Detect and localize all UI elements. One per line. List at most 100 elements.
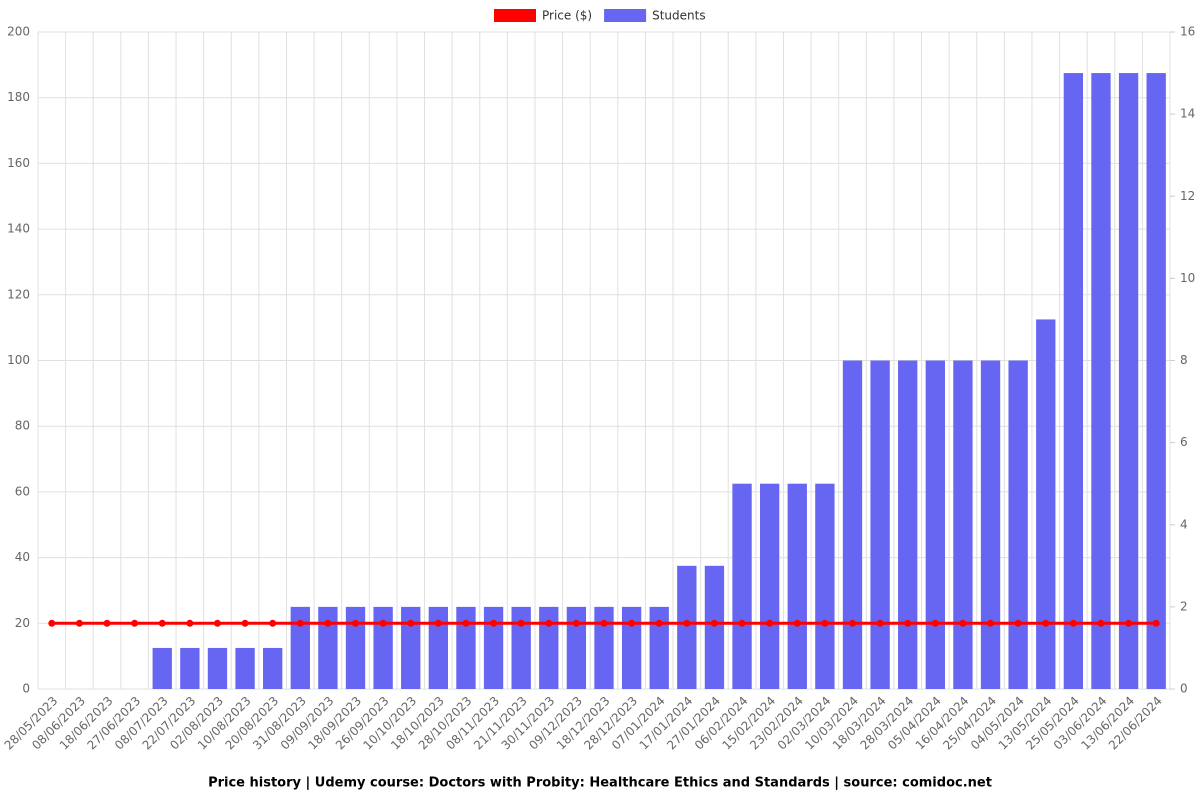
legend-swatch: [604, 9, 647, 22]
bar: [1063, 73, 1084, 689]
y-tick-label: 40: [15, 550, 30, 564]
y-tick-label: 160: [7, 156, 30, 170]
price-point: [821, 619, 829, 627]
price-point: [324, 619, 332, 627]
bar: [870, 360, 890, 689]
bar: [207, 647, 228, 689]
bar: [759, 483, 780, 689]
y2-tick-label: 4: [1180, 517, 1188, 531]
bar: [539, 606, 559, 689]
bar: [345, 606, 366, 689]
bar: [483, 606, 504, 689]
bar: [263, 647, 283, 689]
legend-label: Students: [652, 9, 706, 23]
price-point: [48, 619, 56, 627]
price-point: [131, 619, 139, 627]
bar: [815, 483, 835, 689]
price-point: [793, 619, 801, 627]
price-point: [1042, 619, 1050, 627]
bar: [152, 647, 172, 689]
bar: [1118, 73, 1139, 689]
price-point: [462, 619, 470, 627]
y-tick-label: 120: [7, 287, 30, 301]
price-point: [213, 619, 221, 627]
price-point: [352, 619, 360, 627]
bar: [704, 565, 725, 689]
bar: [318, 606, 338, 689]
price-point: [296, 619, 304, 627]
y2-tick-label: 16: [1180, 25, 1195, 39]
y2-tick-label: 2: [1180, 599, 1188, 613]
price-point: [241, 619, 249, 627]
bar: [621, 606, 642, 689]
y2-tick-label: 10: [1180, 271, 1195, 285]
legend-swatch: [494, 9, 536, 22]
bar: [428, 606, 449, 689]
price-point: [959, 619, 967, 627]
y2-tick-label: 14: [1180, 107, 1195, 121]
price-point: [710, 619, 718, 627]
bar: [1146, 73, 1166, 689]
bar: [290, 606, 310, 689]
price-point: [931, 619, 939, 627]
bar: [953, 360, 973, 689]
price-point: [1069, 619, 1077, 627]
legend-label: Price ($): [542, 9, 592, 23]
bar: [980, 360, 1001, 689]
bar: [235, 647, 255, 689]
chart-title: Price history | Udemy course: Doctors wi…: [208, 776, 992, 791]
y2-tick-label: 8: [1180, 353, 1188, 367]
price-point: [1097, 619, 1105, 627]
bar: [898, 360, 918, 689]
price-point: [848, 619, 856, 627]
y2-tick-label: 0: [1180, 682, 1188, 696]
price-point: [545, 619, 553, 627]
price-point: [490, 619, 498, 627]
y-tick-label: 140: [7, 222, 30, 236]
price-point: [738, 619, 746, 627]
y-tick-label: 100: [7, 353, 30, 367]
price-point: [572, 619, 580, 627]
price-point: [876, 619, 884, 627]
y-tick-label: 180: [7, 90, 30, 104]
y-tick-label: 20: [15, 616, 30, 630]
bar: [649, 606, 669, 689]
price-point: [379, 619, 387, 627]
price-point: [407, 619, 415, 627]
bar: [594, 606, 614, 689]
price-point: [904, 619, 912, 627]
price-point: [158, 619, 166, 627]
price-point: [517, 619, 525, 627]
bar: [1091, 73, 1111, 689]
price-point: [766, 619, 774, 627]
price-point: [269, 619, 277, 627]
price-point: [1152, 619, 1160, 627]
bar: [1036, 319, 1056, 689]
price-point: [1014, 619, 1022, 627]
price-point: [600, 619, 608, 627]
price-point: [683, 619, 691, 627]
price-point: [1125, 619, 1133, 627]
bar: [511, 606, 531, 689]
bar: [456, 606, 476, 689]
bar: [925, 360, 945, 689]
y-tick-label: 60: [15, 484, 30, 498]
bar: [842, 360, 863, 689]
bar: [787, 483, 807, 689]
y-tick-label: 80: [15, 419, 30, 433]
bar: [180, 647, 200, 689]
bar: [566, 606, 587, 689]
bar: [1008, 360, 1028, 689]
bar: [732, 483, 752, 689]
y2-tick-label: 12: [1180, 189, 1195, 203]
price-point: [655, 619, 663, 627]
price-point: [75, 619, 83, 627]
price-point: [628, 619, 636, 627]
y-tick-label: 200: [7, 25, 30, 39]
y-tick-label: 0: [22, 682, 30, 696]
bar: [373, 606, 393, 689]
bar: [677, 565, 697, 689]
price-point: [434, 619, 442, 627]
price-point: [103, 619, 111, 627]
